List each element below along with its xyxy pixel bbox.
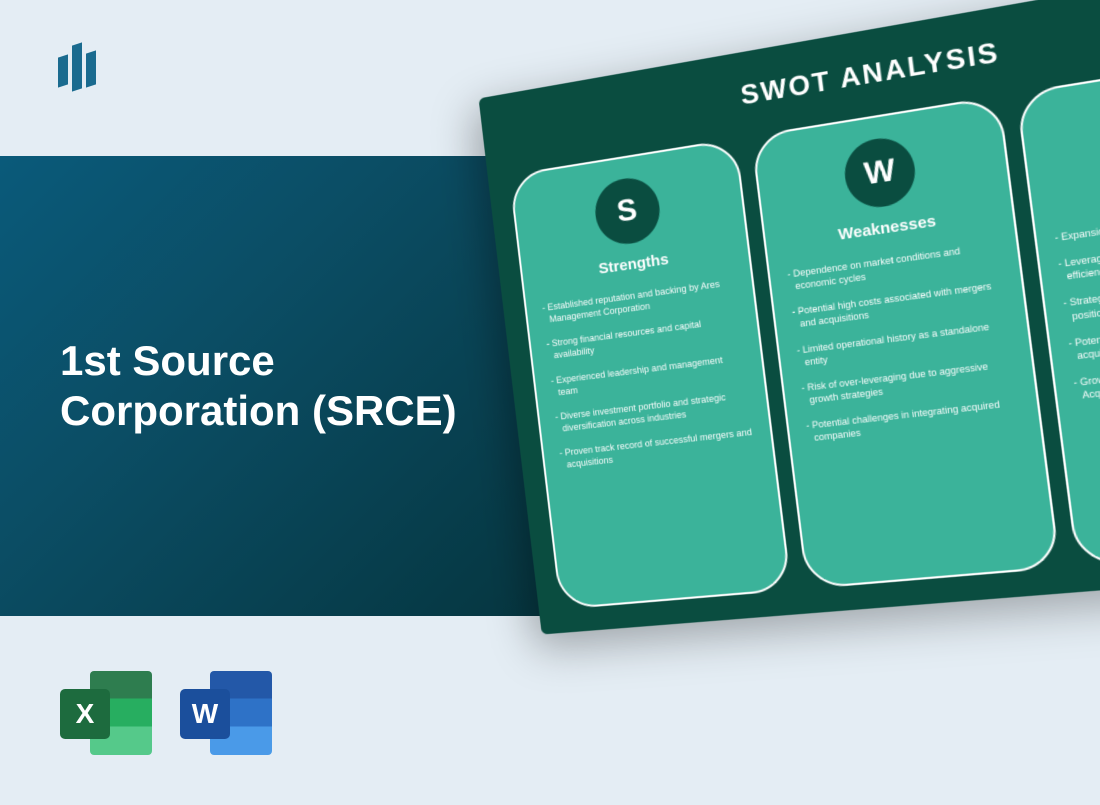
swot-card-strengths: S Strengths Established reputation and b…: [509, 138, 792, 610]
excel-icon: X: [60, 667, 152, 759]
bullets-list: Established reputation and backing by Ar…: [542, 276, 757, 472]
swot-panel: SWOT ANALYSIS S Strengths Established re…: [479, 0, 1100, 635]
logo-bar: [86, 50, 96, 87]
logo-bar: [72, 42, 82, 91]
logo: [58, 38, 102, 98]
bullets-list: Expansion into emerging sectors Leveragi…: [1054, 200, 1100, 403]
page-title: 1st Source Corporation (SRCE): [60, 336, 510, 437]
bullets-list: Dependence on market conditions and econ…: [787, 239, 1021, 445]
bullet: Proven track record of successful merger…: [559, 426, 756, 472]
word-icon: W: [180, 667, 272, 759]
swot-card-weaknesses: W Weaknesses Dependence on market condit…: [751, 95, 1060, 589]
letter-circle: S: [591, 174, 662, 248]
logo-bar: [58, 54, 68, 87]
card-title: Opportunities: [1049, 162, 1100, 214]
title-panel: 1st Source Corporation (SRCE): [0, 156, 540, 616]
app-icons: X W: [60, 667, 272, 759]
bullet: Potential challenges in integrating acqu…: [805, 396, 1020, 445]
letter-circle: W: [841, 134, 919, 212]
swot-preview: SWOT ANALYSIS S Strengths Established re…: [479, 0, 1100, 635]
excel-badge: X: [60, 689, 110, 739]
word-badge: W: [180, 689, 230, 739]
